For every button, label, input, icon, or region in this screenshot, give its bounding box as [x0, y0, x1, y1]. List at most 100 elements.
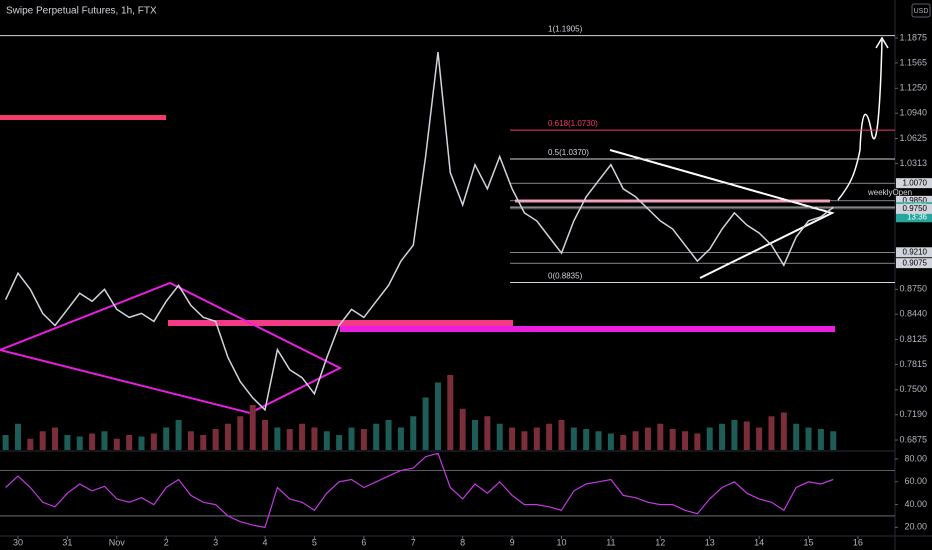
volume-bar [546, 423, 553, 450]
y-tick-label: 0.8125 [899, 334, 927, 344]
volume-bar [434, 382, 441, 450]
volume-bar [743, 421, 750, 450]
x-tick-label: 2 [164, 537, 169, 547]
fib-label: 1(1.1905) [548, 25, 583, 34]
rsi-tick-label: 60.00 [904, 476, 927, 486]
volume-bar [509, 427, 516, 450]
volume-bar [187, 431, 194, 450]
price-label: 0.9210 [903, 247, 928, 256]
x-tick-label: Nov [109, 537, 126, 547]
volume-bar [768, 416, 775, 450]
price-label-box [896, 258, 932, 269]
volume-bar [632, 431, 639, 450]
volume-bar [385, 420, 392, 450]
volume-bar [447, 375, 454, 450]
volume-bar [113, 438, 120, 450]
volume-bar [657, 423, 664, 450]
volume-bar [620, 435, 627, 450]
y-tick-label: 1.1565 [899, 57, 927, 67]
volume-bar [644, 427, 651, 450]
currency: USD [914, 8, 929, 15]
volume-bar [150, 433, 157, 450]
y-tick-label: 1.1875 [899, 32, 927, 42]
y-tick-label: 1.1250 [899, 83, 927, 93]
price-label: 0.9750 [903, 204, 928, 213]
y-tick-label: 0.7815 [899, 359, 927, 369]
volume-bar [311, 427, 318, 450]
volume-bar [607, 433, 614, 450]
projection-path [837, 39, 883, 201]
volume-bar [472, 420, 479, 450]
volume-bar [224, 423, 231, 450]
volume-bar [558, 420, 565, 450]
x-tick-label: 13 [705, 537, 715, 547]
volume-bar [570, 427, 577, 450]
fib-label: 0.618(1.0730) [548, 119, 598, 128]
price-line [4, 52, 834, 412]
volume-bar [373, 423, 380, 450]
volume-bar [212, 429, 219, 450]
resistance-band [0, 115, 166, 120]
y-tick-label: 0.8750 [899, 284, 927, 294]
volume-bar [521, 431, 528, 450]
volume-bar [484, 416, 491, 450]
price-label-box [896, 178, 932, 189]
volume-bar [27, 438, 34, 450]
volume-bar [583, 429, 590, 450]
volume-bar [706, 427, 713, 450]
chart-title: Swipe Perpetual Futures, 1h, FTX [6, 6, 157, 17]
volume-bar [64, 435, 71, 450]
volume-bar [805, 427, 812, 450]
x-tick-label: 11 [606, 537, 615, 547]
volume-bar [175, 420, 182, 450]
rsi-tick-label: 80.00 [904, 453, 927, 463]
x-tick-label: 10 [556, 537, 566, 547]
volume-bar [76, 436, 83, 450]
y-tick-label: 1.0625 [899, 133, 927, 143]
volume-bar [101, 431, 108, 450]
volume-bar [323, 431, 330, 450]
volume-bar [126, 435, 133, 450]
price-label: 1.0070 [903, 178, 928, 187]
x-tick-label: 31 [62, 537, 72, 547]
currency-badge [911, 3, 931, 18]
volume-bar [422, 397, 429, 450]
y-tick-label: 0.6875 [899, 434, 927, 444]
fib-label: 0.5(1.0370) [548, 148, 589, 157]
volume-bar [731, 420, 738, 450]
volume-bar [286, 429, 293, 450]
volume-bar [533, 427, 540, 450]
x-tick-label: 14 [754, 537, 764, 547]
triangle-pattern [609, 149, 835, 279]
volume-bar [595, 431, 602, 450]
volume-bar [89, 433, 96, 450]
volume-bar [14, 423, 21, 450]
y-tick-label: 0.7190 [899, 409, 927, 419]
volume-bar [410, 416, 417, 450]
rsi-tick-label: 40.00 [904, 499, 927, 509]
volume-bar [817, 429, 824, 450]
volume-bar [719, 423, 726, 450]
x-tick-label: 7 [411, 537, 416, 547]
price-label: 0.9075 [903, 258, 928, 267]
volume-bar [249, 405, 256, 450]
x-tick-label: 5 [312, 537, 317, 547]
rsi-line [5, 452, 834, 529]
x-tick-label: 8 [460, 537, 465, 547]
annotation: weeklyOpen [867, 188, 912, 197]
volume-bar [262, 420, 269, 450]
volume-bar [138, 436, 145, 450]
fib-label: 0(0.8835) [548, 272, 583, 281]
volume-bar [274, 427, 281, 450]
x-tick-label: 6 [361, 537, 366, 547]
projection-arrow [875, 36, 889, 49]
volume-bar [348, 427, 355, 450]
price-label: 0.9850 [903, 196, 928, 205]
volume-bar [336, 435, 343, 450]
volume-bar [237, 416, 244, 450]
x-tick-label: 15 [804, 537, 814, 547]
diamond-pattern [0, 281, 343, 415]
volume-bar [682, 431, 689, 450]
